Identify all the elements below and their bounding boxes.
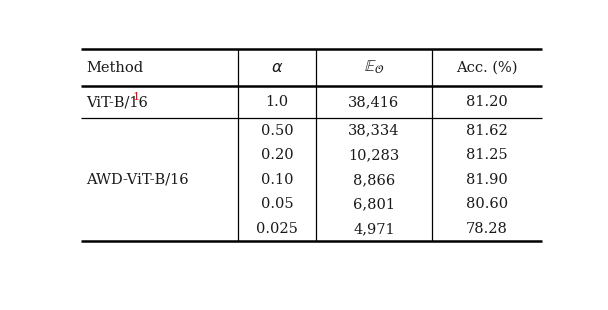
Text: 81.25: 81.25: [466, 148, 508, 162]
Text: 6,801: 6,801: [353, 197, 395, 211]
Text: Acc. (%): Acc. (%): [457, 61, 518, 75]
Text: 0.50: 0.50: [261, 124, 293, 138]
Text: 38,334: 38,334: [348, 124, 399, 138]
Text: Method: Method: [86, 61, 143, 75]
Text: $\alpha$: $\alpha$: [271, 59, 283, 76]
Text: 81.62: 81.62: [466, 124, 508, 138]
Text: 80.60: 80.60: [466, 197, 508, 211]
Text: 8,866: 8,866: [353, 173, 395, 187]
Text: 81.90: 81.90: [466, 173, 508, 187]
Text: 0.025: 0.025: [256, 222, 298, 236]
Text: 4,971: 4,971: [353, 222, 395, 236]
Text: 10,283: 10,283: [348, 148, 399, 162]
Text: ViT-B/16: ViT-B/16: [86, 95, 148, 109]
Text: 78.28: 78.28: [466, 222, 508, 236]
Text: 0.10: 0.10: [261, 173, 293, 187]
Text: $\mathbb{E}_\mathcal{O}$: $\mathbb{E}_\mathcal{O}$: [364, 59, 384, 77]
Text: AWD-ViT-B/16: AWD-ViT-B/16: [86, 173, 189, 187]
Text: 81.20: 81.20: [466, 95, 508, 109]
Text: 1: 1: [133, 92, 140, 102]
Text: 1.0: 1.0: [266, 95, 289, 109]
Text: 38,416: 38,416: [348, 95, 399, 109]
Text: 0.05: 0.05: [261, 197, 293, 211]
Text: 0.20: 0.20: [261, 148, 293, 162]
